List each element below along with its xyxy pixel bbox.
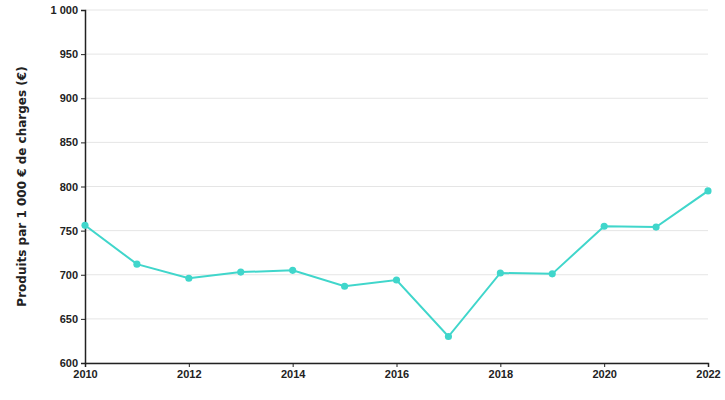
tick-label: 950 xyxy=(60,48,78,60)
marker xyxy=(549,270,556,277)
marker xyxy=(497,269,504,276)
tick-label: 2010 xyxy=(73,368,97,380)
grid-line xyxy=(85,98,708,99)
tick-mark xyxy=(397,363,398,367)
tick-mark xyxy=(81,275,85,276)
marker xyxy=(704,187,711,194)
tick-mark xyxy=(81,10,85,11)
tick: 850 xyxy=(60,136,85,148)
tick-label: 2014 xyxy=(281,368,306,380)
tick-label: 850 xyxy=(60,136,78,148)
tick: 800 xyxy=(60,181,85,193)
markers xyxy=(81,187,711,340)
tick-mark xyxy=(81,98,85,99)
grid-line xyxy=(85,318,708,319)
tick: 2014 xyxy=(281,363,306,380)
tick-label: 700 xyxy=(60,269,78,281)
tick: 2020 xyxy=(592,363,616,380)
tick-mark xyxy=(81,142,85,143)
tick: 2022 xyxy=(696,363,720,380)
series xyxy=(85,191,708,337)
x-axis: 2010 2012 2014 2016 2018 2020 2022 xyxy=(73,363,720,380)
tick-mark xyxy=(85,363,86,367)
marker xyxy=(601,223,608,230)
marker xyxy=(289,267,296,274)
line xyxy=(85,191,708,337)
tick-mark xyxy=(708,363,709,367)
grid-line xyxy=(85,186,708,187)
tick: 950 xyxy=(60,48,85,60)
plot: 6006507007508008509009501 00020102012201… xyxy=(50,4,720,380)
grid-line xyxy=(85,10,708,11)
axis-line xyxy=(86,364,709,368)
tick: 900 xyxy=(60,92,85,104)
marker xyxy=(133,261,140,268)
marker xyxy=(185,275,192,282)
tick-mark xyxy=(81,319,85,320)
tick-label: 2016 xyxy=(385,368,409,380)
tick-label: 2018 xyxy=(489,368,513,380)
tick-mark xyxy=(81,363,85,364)
tick: 700 xyxy=(60,269,85,281)
marker xyxy=(445,333,452,340)
tick-mark xyxy=(500,363,501,367)
marker xyxy=(393,276,400,283)
tick: 750 xyxy=(60,225,85,237)
y-axis-title: Produits par 1 000 € de charges (€) xyxy=(15,66,29,306)
tick-mark xyxy=(604,363,605,367)
tick-mark xyxy=(293,363,294,367)
marker xyxy=(653,224,660,231)
tick-label: 900 xyxy=(60,92,78,104)
chart: 6006507007508008509009501 00020102012201… xyxy=(0,0,725,400)
tick-mark xyxy=(81,231,85,232)
grid xyxy=(85,10,708,363)
marker xyxy=(341,283,348,290)
tick-label: 2020 xyxy=(592,368,616,380)
tick-label: 1 000 xyxy=(50,4,78,16)
grid-line xyxy=(85,230,708,231)
grid-line xyxy=(85,54,708,55)
tick: 2016 xyxy=(385,363,409,380)
marker xyxy=(81,222,88,229)
tick-mark xyxy=(81,187,85,188)
tick-mark xyxy=(189,363,190,367)
tick-mark xyxy=(81,54,85,55)
grid-line xyxy=(85,142,708,143)
marker xyxy=(237,269,244,276)
tick: 2018 xyxy=(489,363,513,380)
tick: 2012 xyxy=(177,363,201,380)
axis-line xyxy=(81,11,86,364)
tick-label: 650 xyxy=(60,313,78,325)
tick: 1 000 xyxy=(50,4,85,16)
y-axis: 6006507007508008509009501 000 xyxy=(50,4,85,369)
tick: 2010 xyxy=(73,363,97,380)
tick-label: 750 xyxy=(60,225,78,237)
tick-label: 2012 xyxy=(177,368,201,380)
tick-label: 2022 xyxy=(696,368,720,380)
tick: 650 xyxy=(60,313,85,325)
tick-label: 800 xyxy=(60,181,78,193)
